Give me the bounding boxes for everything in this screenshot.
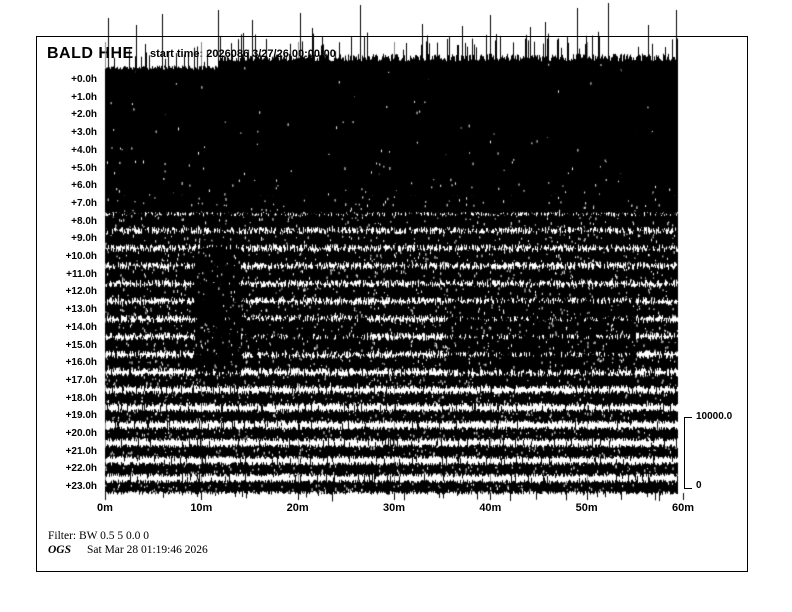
hour-label: +2.0h bbox=[71, 109, 97, 121]
scale-min-label: 0 bbox=[696, 480, 702, 491]
filter-info: Filter: BW 0.5 5 0.0 0 bbox=[48, 530, 150, 542]
hour-label: +20.0h bbox=[65, 428, 97, 439]
hour-label: +21.0h bbox=[65, 445, 97, 457]
hour-label: +7.0h bbox=[71, 197, 97, 209]
hour-label: +4.0h bbox=[71, 144, 97, 156]
minute-label: 0m bbox=[97, 502, 113, 514]
hour-label: +17.0h bbox=[65, 374, 97, 386]
hour-label: +18.0h bbox=[65, 392, 97, 404]
hour-label: +3.0h bbox=[71, 127, 97, 139]
minute-label: 10m bbox=[190, 502, 213, 514]
hour-label: +11.0h bbox=[66, 268, 97, 280]
minute-label: 30m bbox=[382, 502, 405, 514]
minute-label: 20m bbox=[286, 502, 309, 514]
hour-label: +13.0h bbox=[65, 304, 97, 316]
hour-label: +6.0h bbox=[71, 180, 97, 192]
hour-label: +14.0h bbox=[65, 321, 97, 333]
hour-label: +9.0h bbox=[71, 233, 97, 245]
minute-label: 50m bbox=[575, 502, 598, 514]
hour-label: +22.0h bbox=[65, 463, 97, 475]
hour-label: +1.0h bbox=[71, 91, 97, 103]
hour-label: +12.0h bbox=[65, 286, 97, 298]
start-time-label: start time: 2026086 3/27/26 00:00:00 bbox=[150, 48, 336, 60]
render-timestamp: Sat Mar 28 01:19:46 2026 bbox=[87, 544, 208, 556]
scale-max-label: 10000.0 bbox=[696, 411, 733, 422]
plot-frame bbox=[36, 36, 748, 572]
hour-label: +19.0h bbox=[65, 410, 97, 422]
hour-label: +15.0h bbox=[65, 339, 97, 351]
hour-label: +5.0h bbox=[71, 162, 97, 174]
amplitude-scale-bracket bbox=[684, 417, 692, 489]
station-title: BALD HHE bbox=[47, 45, 134, 62]
minute-label: 60m bbox=[671, 502, 694, 514]
agency-logo-text: OGS bbox=[48, 544, 72, 556]
hour-label: +8.0h bbox=[71, 215, 97, 227]
hour-label: +0.0h bbox=[71, 74, 97, 85]
hour-label: +10.0h bbox=[65, 251, 97, 262]
minute-label: 40m bbox=[479, 502, 502, 514]
hour-label: +23.0h bbox=[65, 481, 97, 493]
hour-label: +16.0h bbox=[65, 357, 97, 369]
